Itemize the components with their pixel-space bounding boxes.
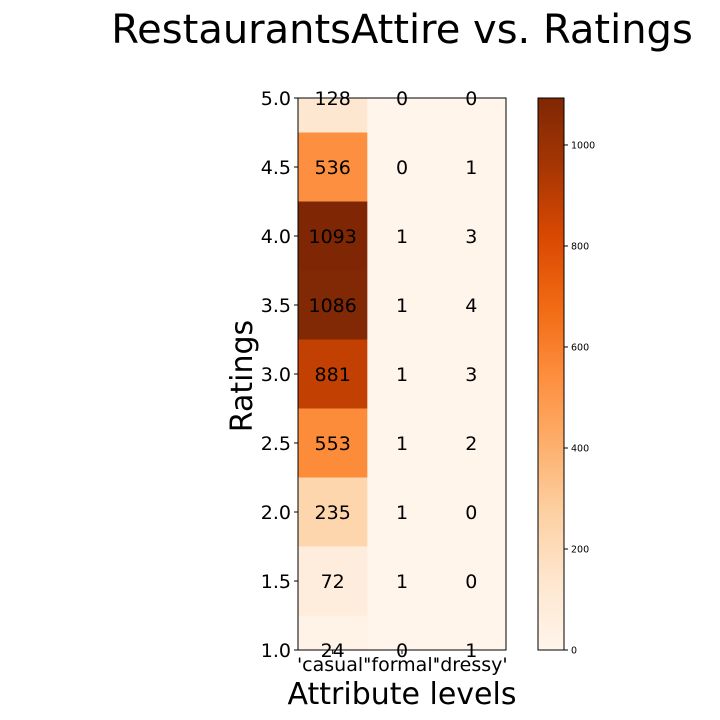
heatmap-cell xyxy=(436,477,507,547)
heatmap-cell xyxy=(436,615,507,651)
cell-value-label: 0 xyxy=(465,571,477,593)
heatmap-cell xyxy=(298,477,368,547)
y-tick-label: 2.0 xyxy=(261,502,291,524)
y-tick-label: 3.5 xyxy=(261,295,291,317)
heatmap-cell xyxy=(367,201,438,271)
heatmap-cell xyxy=(436,132,507,202)
colorbar-tick-label: 200 xyxy=(571,544,589,555)
heatmap-cell xyxy=(298,615,368,651)
cell-value-label: 235 xyxy=(315,502,351,524)
y-tick-label: 3.0 xyxy=(261,364,291,386)
heatmap-cell xyxy=(298,270,368,340)
heatmap-cell xyxy=(367,270,438,340)
cell-value-label: 0 xyxy=(465,502,477,524)
cell-value-label: 1 xyxy=(396,571,408,593)
cell-value-label: 881 xyxy=(315,364,351,386)
heatmap-cell xyxy=(367,339,438,409)
cell-value-label: 1 xyxy=(465,157,477,179)
heatmap-cell xyxy=(367,546,438,616)
heatmap-cells xyxy=(298,98,507,651)
heatmap-cell xyxy=(298,339,368,409)
y-tick-label: 2.5 xyxy=(261,433,291,455)
y-tick-label: 4.0 xyxy=(261,226,291,248)
x-tick-label: 'dressy' xyxy=(435,654,508,676)
heatmap-cell xyxy=(436,270,507,340)
cell-value-label: 1 xyxy=(396,295,408,317)
cell-value-label: 128 xyxy=(315,88,351,110)
heatmap-cell xyxy=(298,546,368,616)
heatmap-cell xyxy=(298,201,368,271)
cell-value-label: 1093 xyxy=(308,226,356,248)
chart-title: RestaurantsAttire vs. Ratings xyxy=(111,7,693,53)
cell-value-label: 1 xyxy=(396,433,408,455)
cell-value-label: 2 xyxy=(465,433,477,455)
x-axis-label: Attribute levels xyxy=(288,677,517,712)
colorbar-tick-label: 800 xyxy=(571,241,589,252)
x-tick-label: 'formal' xyxy=(366,654,438,676)
cell-value-label: 1 xyxy=(396,502,408,524)
heatmap-cell xyxy=(298,132,368,202)
colorbar-tick-label: 0 xyxy=(571,646,577,657)
colorbar xyxy=(537,97,565,651)
cell-value-label: 1086 xyxy=(308,295,356,317)
cell-value-label: 1 xyxy=(396,364,408,386)
heatmap-cell xyxy=(436,339,507,409)
cell-value-label: 4 xyxy=(465,295,477,317)
heatmap-cell xyxy=(367,615,438,651)
heatmap-cell xyxy=(367,408,438,478)
x-axis-ticks: 'casual''formal''dressy' xyxy=(297,650,508,676)
cell-value-label: 3 xyxy=(465,364,477,386)
heatmap-cell xyxy=(436,408,507,478)
heatmap-cell xyxy=(367,98,438,133)
heatmap-cell xyxy=(367,477,438,547)
y-tick-label: 1.0 xyxy=(261,640,291,662)
heatmap-cell xyxy=(298,408,368,478)
cell-value-label: 553 xyxy=(315,433,351,455)
colorbar-tick-label: 400 xyxy=(571,443,589,454)
cell-value-label: 536 xyxy=(315,157,351,179)
heatmap-cell xyxy=(367,132,438,202)
y-tick-label: 4.5 xyxy=(261,157,291,179)
x-tick-label: 'casual' xyxy=(297,654,368,676)
heatmap-cell xyxy=(298,98,368,133)
heatmap-cell xyxy=(436,201,507,271)
heatmap-cell xyxy=(436,546,507,616)
y-axis-label: Ratings xyxy=(225,320,260,432)
cell-value-label: 0 xyxy=(396,88,408,110)
y-axis-ticks: 5.0 4.5 4.0 3.5 3.0 2.5 2.0 1.5 1.0 xyxy=(261,88,298,662)
cell-value-label: 1 xyxy=(396,226,408,248)
cell-value-label: 0 xyxy=(465,88,477,110)
colorbar-tick-label: 600 xyxy=(571,342,589,353)
y-tick-label: 1.5 xyxy=(261,571,291,593)
colorbar-tick-label: 1000 xyxy=(571,140,595,151)
cell-value-label: 72 xyxy=(321,571,345,593)
cell-value-label: 3 xyxy=(465,226,477,248)
colorbar-ticks: 0 200 400 600 800 1000 xyxy=(564,140,595,657)
heatmap-cell xyxy=(436,98,507,133)
cell-labels: 128 0 0 536 0 1 1093 1 3 1086 1 4 881 1 3 553 1 2 235 1 0 72 1… xyxy=(308,88,477,662)
y-tick-label: 5.0 xyxy=(261,88,291,110)
cell-value-label: 0 xyxy=(396,157,408,179)
